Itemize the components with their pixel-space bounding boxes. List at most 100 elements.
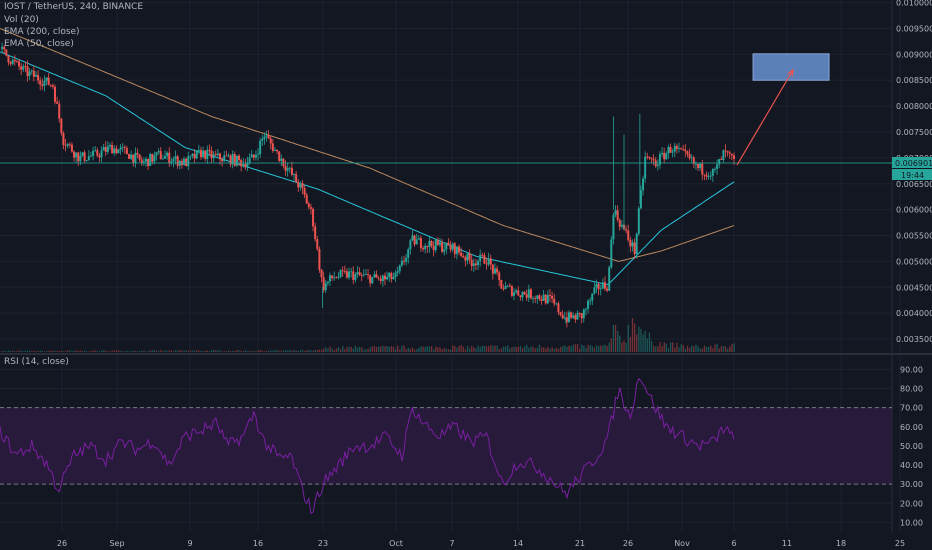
candle-body	[413, 235, 416, 245]
volume-bar	[24, 350, 27, 352]
candle-body	[669, 146, 672, 153]
volume-bar	[678, 347, 680, 352]
volume-bar	[504, 346, 507, 352]
candle-body	[578, 312, 581, 314]
volume-bar	[39, 350, 41, 352]
volume-bar	[139, 351, 141, 352]
volume-bar	[181, 350, 183, 352]
volume-bar	[64, 350, 67, 352]
candle-body	[163, 156, 166, 159]
candle-body	[305, 194, 308, 204]
volume-bar	[325, 347, 327, 352]
candle-body	[358, 272, 361, 276]
volume-bar	[145, 351, 147, 352]
candle-body	[293, 174, 296, 175]
candle-body	[98, 155, 101, 158]
candle-body	[111, 144, 114, 154]
candle-body	[106, 146, 109, 152]
candle-body	[168, 152, 171, 164]
volume-bar	[540, 347, 543, 352]
candle-body	[519, 295, 522, 298]
candle-body	[153, 155, 156, 162]
candle-body	[299, 183, 302, 188]
candle-body	[53, 86, 56, 102]
candle-body	[631, 242, 634, 247]
volume-bar	[439, 347, 441, 352]
candle-body	[426, 245, 429, 248]
time-tick-label: 14	[513, 539, 523, 548]
candle-body	[193, 153, 196, 159]
candle-body	[496, 268, 499, 273]
candle-body	[445, 242, 448, 250]
volume-bar	[727, 348, 729, 352]
volume-bar	[437, 347, 439, 352]
volume-bar	[50, 350, 52, 352]
volume-bar	[593, 347, 596, 352]
volume-bar	[280, 350, 283, 352]
candle-body	[345, 271, 348, 278]
volume-bar	[174, 350, 177, 352]
candle-body	[684, 149, 687, 152]
candle-body	[87, 156, 90, 161]
candle-body	[561, 314, 564, 319]
rsi-tick-label: 10.00	[900, 518, 923, 527]
candle-body	[559, 312, 562, 315]
candle-body	[75, 152, 78, 158]
volume-bar	[384, 346, 386, 352]
candle-body	[5, 49, 8, 56]
volume-bar	[206, 350, 208, 352]
volume-bar	[327, 348, 329, 352]
volume-bar	[456, 347, 458, 352]
volume-bar	[413, 349, 416, 352]
volume-bar	[581, 344, 583, 352]
candle-body	[263, 136, 266, 139]
volume-bar	[650, 340, 653, 352]
candle-body	[688, 154, 691, 159]
candle-body	[699, 163, 702, 169]
candle-body	[83, 152, 86, 161]
volume-bar	[447, 349, 450, 352]
last-price-label: 0.006901	[895, 159, 932, 168]
candle-body	[248, 157, 251, 163]
candle-body	[26, 66, 29, 76]
candle-body	[128, 154, 131, 159]
candle-body	[597, 283, 600, 290]
time-tick-label: 18	[836, 539, 846, 548]
volume-bar	[242, 351, 244, 352]
volume-bar	[122, 351, 124, 352]
indicator-vol: Vol (20)	[4, 15, 39, 25]
candle-body	[60, 118, 63, 134]
volume-bar	[500, 348, 503, 352]
volume-bar	[221, 351, 223, 352]
volume-bar	[538, 344, 541, 352]
candle-body	[481, 254, 484, 256]
candle-body	[68, 143, 71, 145]
candle-body	[614, 210, 617, 215]
candle-body	[214, 154, 217, 156]
volume-bar	[380, 346, 382, 352]
volume-bar	[473, 347, 475, 352]
volume-bar	[7, 350, 10, 352]
countdown-badge	[892, 169, 932, 181]
candle-body	[282, 158, 285, 166]
candle-body	[199, 149, 202, 158]
volume-bar	[598, 345, 600, 352]
volume-bar	[646, 338, 648, 352]
volume-bar	[684, 348, 687, 352]
volume-bar	[502, 346, 505, 352]
candle-body	[138, 154, 141, 160]
candle-body	[20, 66, 23, 70]
volume-bar	[572, 344, 574, 352]
volume-bar	[682, 344, 684, 352]
volume-bar	[306, 350, 308, 352]
volume-bar	[492, 345, 494, 352]
volume-bar	[346, 347, 348, 352]
price-tick-label: 0.004000	[896, 309, 932, 318]
candle-body	[246, 162, 249, 168]
candle-body	[603, 282, 606, 289]
volume-bar	[623, 340, 625, 352]
volume-bar	[655, 346, 657, 352]
candle-body	[468, 253, 471, 260]
candle-body	[574, 315, 577, 320]
